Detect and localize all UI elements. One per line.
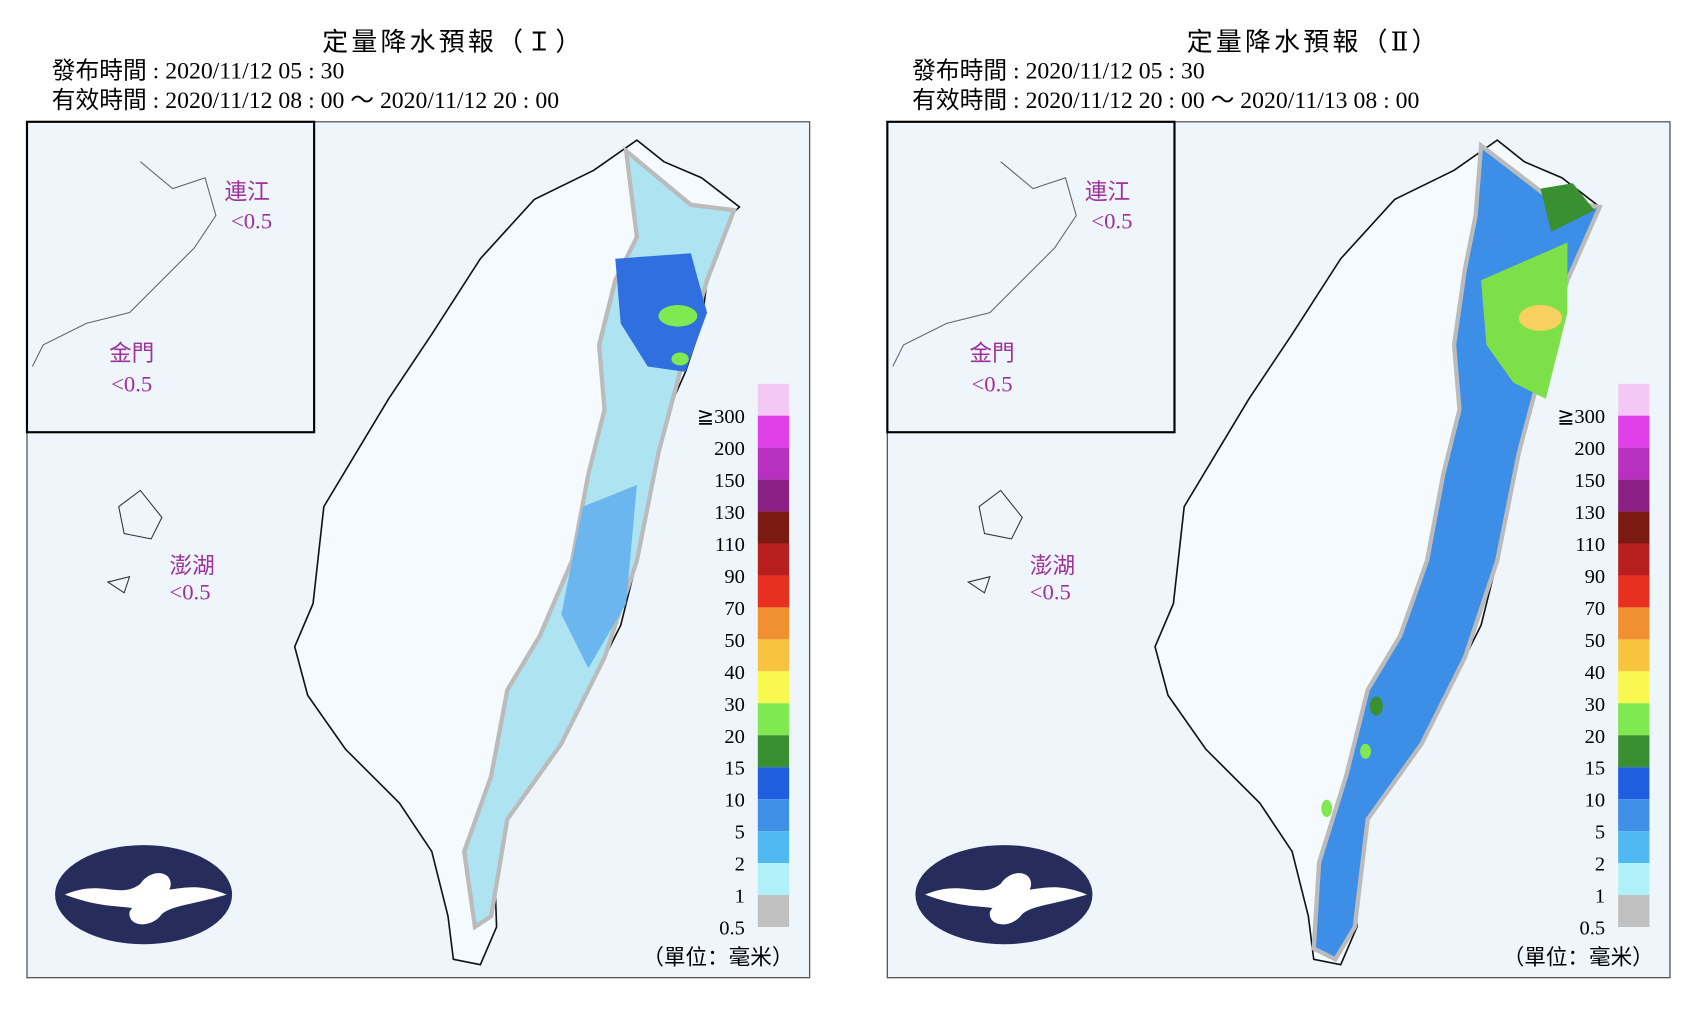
area-name: 澎湖	[1030, 553, 1075, 578]
legend-label: 110	[715, 534, 745, 556]
legend-label: 5	[1595, 822, 1605, 844]
legend-label: 150	[714, 470, 745, 492]
legend-swatch	[1618, 863, 1650, 896]
legend-swatch	[1618, 735, 1650, 768]
map-title: 定量降水預報（Ⅱ）	[1187, 28, 1441, 57]
legend-swatch	[757, 767, 790, 800]
area-value: <0.5	[1030, 579, 1071, 604]
legend-label: 10	[1585, 790, 1605, 812]
valid-time: 有效時間 : 2020/11/12 08 : 00 ～ 2020/11/12 2…	[52, 87, 559, 114]
legend-label: 40	[1585, 662, 1605, 684]
legend-swatch	[1618, 479, 1650, 512]
legend-swatch	[1618, 543, 1650, 576]
legend-swatch	[757, 383, 790, 416]
legend-swatch	[757, 415, 790, 448]
area-value: <0.5	[231, 209, 272, 234]
legend-label: 2	[735, 854, 745, 876]
legend-label: ≧300	[697, 406, 745, 428]
area-name: 金門	[969, 341, 1014, 366]
legend-label: 130	[714, 502, 745, 524]
legend-swatch	[757, 575, 790, 608]
legend-label: 2	[1595, 854, 1605, 876]
issue-time: 發布時間 : 2020/11/12 05 : 30	[912, 58, 1205, 85]
legend-swatch	[1618, 607, 1650, 640]
area-value: <0.5	[971, 371, 1012, 396]
legend-label: 40	[724, 662, 744, 684]
legend-swatch	[1618, 511, 1650, 544]
legend-label: 0.5	[1580, 918, 1606, 940]
legend-swatch	[1618, 767, 1650, 800]
legend-label: 5	[735, 822, 745, 844]
legend-swatch	[757, 671, 790, 704]
legend-label: 90	[1585, 566, 1605, 588]
legend-label: 200	[714, 438, 745, 460]
legend-label: 10	[724, 790, 744, 812]
legend-swatch	[1618, 575, 1650, 608]
legend-swatch	[757, 799, 790, 832]
legend-label: 15	[1585, 758, 1605, 780]
legend-label: 1	[735, 886, 745, 908]
legend-label: 150	[1574, 470, 1605, 492]
legend-swatch	[757, 447, 790, 480]
legend-label: 50	[1585, 630, 1605, 652]
area-value: <0.5	[169, 579, 210, 604]
legend-swatch	[1618, 895, 1650, 927]
legend-label: 1	[1595, 886, 1605, 908]
legend-swatch	[1618, 447, 1650, 480]
legend-swatch	[1618, 415, 1650, 448]
unit-label: （單位：毫米）	[1503, 946, 1654, 970]
legend-swatch	[757, 703, 790, 736]
legend-label: 200	[1574, 438, 1605, 460]
legend-label: 50	[724, 630, 744, 652]
legend-swatch	[1618, 671, 1650, 704]
legend-swatch	[1618, 703, 1650, 736]
legend-swatch	[757, 607, 790, 640]
unit-label: （單位：毫米）	[642, 946, 793, 970]
issue-time: 發布時間 : 2020/11/12 05 : 30	[52, 58, 345, 85]
legend-swatch	[1618, 799, 1650, 832]
area-name: 連江	[225, 179, 270, 204]
legend-label: 110	[1575, 534, 1605, 556]
legend-label: 30	[1585, 694, 1605, 716]
legend-swatch	[1618, 831, 1650, 864]
legend-swatch	[757, 895, 790, 927]
area-value: <0.5	[111, 371, 152, 396]
valid-time: 有效時間 : 2020/11/12 20 : 00 ～ 2020/11/13 0…	[912, 87, 1419, 114]
legend-swatch	[757, 511, 790, 544]
legend-label: 20	[724, 726, 744, 748]
legend-label: 20	[1585, 726, 1605, 748]
legend-swatch	[757, 479, 790, 512]
legend-label: 0.5	[719, 918, 745, 940]
legend-label: ≧300	[1557, 406, 1605, 428]
legend-label: 70	[1585, 598, 1605, 620]
area-value: <0.5	[1091, 209, 1132, 234]
legend-label: 130	[1574, 502, 1605, 524]
legend-swatch	[757, 639, 790, 672]
legend-swatch	[1618, 383, 1650, 416]
legend-swatch	[757, 543, 790, 576]
legend-swatch	[757, 863, 790, 896]
legend-label: 70	[724, 598, 744, 620]
legend-label: 90	[724, 566, 744, 588]
map-title: 定量降水預報（Ｉ）	[322, 28, 584, 57]
legend-label: 30	[724, 694, 744, 716]
legend-swatch	[1618, 639, 1650, 672]
area-name: 金門	[109, 341, 154, 366]
legend-label: 15	[724, 758, 744, 780]
legend-swatch	[757, 831, 790, 864]
area-name: 澎湖	[169, 553, 214, 578]
area-name: 連江	[1085, 179, 1130, 204]
legend-swatch	[757, 735, 790, 768]
